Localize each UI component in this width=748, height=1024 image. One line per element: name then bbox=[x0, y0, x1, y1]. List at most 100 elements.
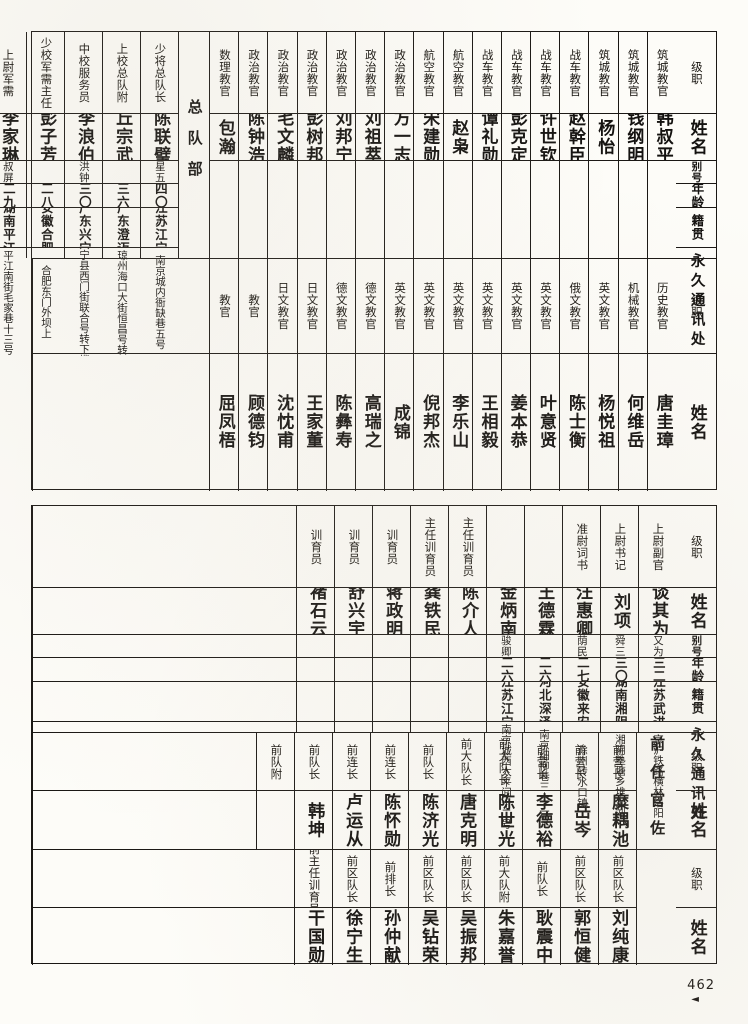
former-officer-b-col-1: 前区队长 郭恒健 bbox=[560, 850, 598, 965]
subject-instructor-col-13-name: 沈忱甫 bbox=[268, 354, 296, 490]
subject-instructor-col-10: 德文教官 高瑞之 bbox=[354, 259, 385, 491]
former-officer-b-col-0-rank-text: 前区队长 bbox=[611, 854, 626, 903]
hq-staff-col-1-rank-text: 上校总队附 bbox=[115, 42, 130, 103]
instructor-col-4-rank: 战车教官 bbox=[531, 32, 560, 114]
instructor-col-2-rank: 筑城教官 bbox=[589, 32, 618, 114]
former-officer-b-col-5: 前区队长 吴钻荣 bbox=[408, 850, 446, 965]
subject-instructor-col-13: 日文教官 沈忱甫 bbox=[267, 259, 297, 491]
adjutant-col-5-name-text: 陈介人 bbox=[458, 588, 479, 635]
hq-staff-col-3-alias bbox=[27, 161, 64, 184]
subject-instructor-col-7-rank: 英文教官 bbox=[443, 259, 472, 354]
instructor-col-6: 战车教官 谭礼勋 bbox=[471, 32, 501, 258]
adjutant-col-1-age-text: 三〇 bbox=[612, 658, 628, 682]
hq-staff-col-3-name-text: 彭子芳 bbox=[36, 114, 57, 161]
instructor-col-9-rank-text: 政治教官 bbox=[393, 48, 408, 97]
spacer-cell bbox=[33, 506, 296, 588]
adjutant-col-1-addr: 湘阴塾塘乡堆上刘 bbox=[601, 722, 638, 830]
adjutant-col-2-origin-text: 安徽来安 bbox=[574, 682, 590, 722]
former-officer-col-3-name-text: 陈世光 bbox=[494, 792, 515, 849]
adjutant-col-3-addr-text: 南京细柳巷三十二号 bbox=[538, 728, 550, 824]
adjutant-col-3-addr: 南京细柳巷三十二号 bbox=[525, 722, 562, 830]
former-officer-col-8-rank: 前队长 bbox=[295, 733, 332, 791]
former-officer-col-3: 前大队长 陈世光 bbox=[484, 733, 522, 849]
subject-instructor-col-1-rank-text: 机械教官 bbox=[626, 282, 641, 330]
hq-staff-col-2-alias: 洪钟 bbox=[65, 161, 102, 184]
subject-instructor-col-11-name-text: 陈彝寿 bbox=[331, 394, 352, 450]
hq-staff-col-0-addr-text: 南京城内衙缺巷五号 bbox=[154, 254, 166, 350]
subject-instructor-col-12: 日文教官 王家董 bbox=[296, 259, 326, 491]
instructor-col-10-name-text: 刘祖萃 bbox=[360, 114, 381, 161]
instructor-col-13: 政治教官 毛文麟 bbox=[267, 32, 297, 258]
former-officer-col-4: 前大队长 唐克明 bbox=[446, 733, 484, 849]
subject-instructor-col-7: 英文教官 李乐山 bbox=[442, 259, 472, 491]
instructor-col-2: 筑城教官 杨怡 bbox=[588, 32, 618, 258]
row-header-col-former-b-name: 姓名 bbox=[676, 908, 716, 966]
former-officer-b-col-6-name-text: 孙仲献 bbox=[380, 909, 401, 965]
hq-staff-col-1-age: 三六 bbox=[103, 184, 140, 208]
subject-instructor-col-14-name: 顾德钧 bbox=[239, 354, 267, 490]
spacer-col-former-a bbox=[32, 733, 256, 849]
adjutant-col-6-age bbox=[411, 658, 448, 682]
former-officer-col-7-name: 卢运从 bbox=[333, 791, 370, 850]
adjutant-col-3-name-text: 王德霖 bbox=[534, 588, 555, 635]
adjutant-col-5-age bbox=[449, 658, 486, 682]
former-officer-col-9-name bbox=[257, 791, 294, 850]
adjutant-col-8-rank: 训育员 bbox=[335, 506, 372, 588]
subject-instructor-col-6-rank-text: 英文教官 bbox=[480, 282, 495, 330]
adjutant-col-0-name: 谈其为 bbox=[639, 588, 676, 635]
adjutant-col-3-origin-text: 河北深泽 bbox=[536, 682, 552, 722]
row-header-col-hq-alias-text: 别号 bbox=[690, 161, 703, 183]
adjutant-col-8-age bbox=[335, 658, 372, 682]
instructor-col-4-name: 许世钦 bbox=[531, 114, 560, 161]
instructor-col-7-name-text: 赵枭 bbox=[448, 118, 469, 156]
adjutant-col-5-name: 陈介人 bbox=[449, 588, 486, 635]
spacer-cell bbox=[33, 908, 294, 966]
adjutant-col-3: 王德霖 二六 河北深泽 南京细柳巷三十二号 bbox=[524, 506, 562, 823]
roster-table-bottom: 级职 姓名 别号 年龄 籍贯 永久通讯处 上尉副官 谈其为 又为 三二 江苏武进 京沪铁路横林洛阳 上尉… bbox=[31, 505, 717, 966]
former-officer-col-0-rank-text: 前营长 bbox=[611, 743, 626, 780]
hq-staff-col-2-age: 三〇 bbox=[65, 184, 102, 208]
former-officer-col-5-name-text: 陈济光 bbox=[418, 792, 439, 849]
adjutant-col-4-alias: 骏卿 bbox=[487, 635, 524, 658]
adjutant-col-9-rank-text: 训育员 bbox=[309, 528, 324, 565]
row-header-col-hq-origin-text: 籍贯 bbox=[689, 214, 705, 241]
adjutant-col-6: 主任训育员 龚铁民 bbox=[410, 506, 448, 732]
instructor-col-15-rank: 数理教官 bbox=[210, 32, 239, 114]
subject-instructor-col-2-rank-text: 英文教官 bbox=[597, 282, 612, 330]
spacer-col-instructors bbox=[32, 259, 209, 491]
hq-staff-col-2-name: 李浪伯 bbox=[65, 114, 102, 161]
row-header-col-adjutants-name-text: 姓名 bbox=[686, 592, 707, 630]
subject-instructor-col-8-name: 倪邦杰 bbox=[414, 354, 442, 490]
former-officer-b-col-2-rank: 前队长 bbox=[523, 850, 560, 908]
group-label-former-officers-text: 前任官佐 bbox=[648, 735, 667, 848]
adjutant-col-5-rank-text: 主任训育员 bbox=[461, 516, 476, 577]
hq-staff-col-2-rank: 中校服务员 bbox=[65, 32, 102, 114]
hq-staff-col-3-addr-text: 合肥东门外坝上 bbox=[40, 265, 52, 339]
hq-staff-col-2-origin: 广东兴宁 bbox=[65, 208, 102, 248]
adjutant-col-3-name: 王德霖 bbox=[525, 588, 562, 635]
former-officer-b-col-7-name: 徐宁生 bbox=[333, 908, 370, 966]
instructor-col-9-name: 方一志 bbox=[385, 114, 414, 161]
former-officer-b-col-8-name: 干国勋 bbox=[295, 908, 332, 966]
former-officer-col-7-name-text: 卢运从 bbox=[342, 792, 363, 849]
subject-instructor-col-10-name-text: 高瑞之 bbox=[360, 394, 381, 450]
hq-staff-col-1: 上校总队附 丘宗武 三六 广东澄迈 琼州海口大街恒昌号转 bbox=[102, 32, 140, 355]
adjutant-col-2: 准尉词书 汪惠卿 荫民 二七 安徽来安 滁州转水口镇 bbox=[562, 506, 600, 808]
hq-staff-col-4-alias: 叔屏 bbox=[0, 161, 26, 184]
row-header-col-adjutants-rank-text: 级职 bbox=[689, 534, 704, 559]
former-officer-col-4-name-text: 唐克明 bbox=[456, 792, 477, 849]
instructor-col-3-name: 赵幹臣 bbox=[560, 114, 589, 161]
subject-instructor-col-0-rank-text: 历史教官 bbox=[655, 282, 670, 330]
former-officer-b-col-2-rank-text: 前队长 bbox=[535, 860, 550, 897]
spacer-cell bbox=[33, 733, 256, 791]
row-header-col-instructors-name-text: 姓名 bbox=[686, 403, 707, 441]
adjutant-col-3-origin: 河北深泽 bbox=[525, 682, 562, 722]
former-officer-col-2-rank-text: 前营长 bbox=[535, 743, 550, 780]
subject-instructor-col-7-name: 李乐山 bbox=[444, 354, 472, 490]
adjutant-col-6-alias bbox=[411, 635, 448, 658]
former-officer-col-1-rank: 前营长 bbox=[561, 733, 598, 791]
adjutant-col-7-origin bbox=[373, 682, 410, 722]
former-officer-b-col-5-name-text: 吴钻荣 bbox=[418, 909, 439, 965]
instructor-col-0-name-text: 韩叔平 bbox=[652, 114, 673, 161]
instructor-col-5-name: 彭克定 bbox=[501, 114, 531, 161]
